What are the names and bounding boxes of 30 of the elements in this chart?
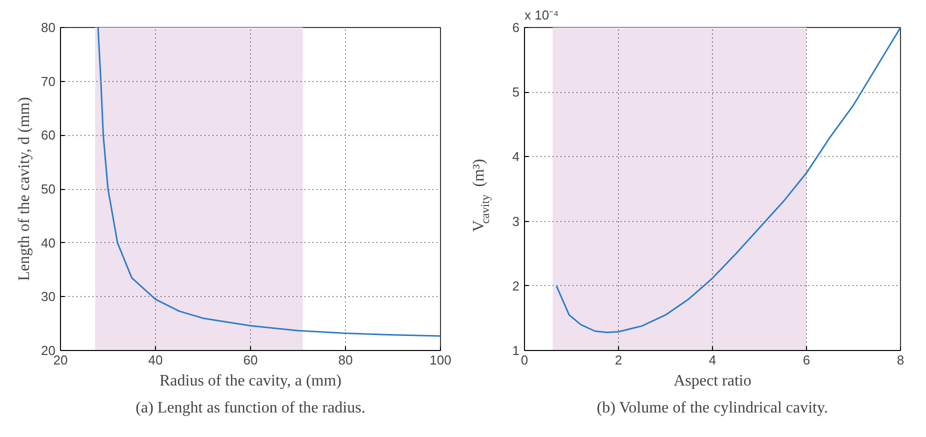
y-tick-label: 3 [512,214,520,229]
y-tick-label: 70 [41,74,56,89]
y-tick-label: 40 [41,235,56,250]
y-tick-label: 4 [512,149,520,164]
x-tick-label: 40 [148,352,163,368]
y-axis-title: Length of the cavity, d (mm) [16,97,34,281]
text: x 10⁻⁴ [524,8,559,22]
x-tick-label: 4 [708,352,716,368]
x-tick-label: 2 [614,352,622,368]
line-series [556,28,900,334]
y-tick-label: 2 [512,278,520,294]
y-axis-title: Vcavity (m³) [470,158,492,232]
x-axis-title: Radius of the cavity, a (mm) [159,372,342,390]
x-tick-label: 80 [338,352,353,368]
x-tick-label: 100 [430,352,452,368]
x-tick-label: 0 [520,352,528,368]
y-tick-label: 50 [41,182,56,196]
y-tick-label: 80 [41,20,56,35]
y-tick-label: 5 [512,84,520,100]
x-tick-label: 8 [896,352,904,368]
text: (a) Lenght as function of the radius. [136,400,366,416]
line-series [97,28,440,337]
y-tick-label: 6 [512,20,520,35]
x-axis-title: Aspect ratio [674,372,752,390]
x-tick-label: 60 [243,352,258,368]
y-tick-label: 30 [41,289,56,304]
y-tick-label: 60 [41,128,56,143]
text: (b) Volume of the cylindrical cavity. [596,400,828,416]
x-tick-label: 6 [802,352,810,368]
y-tick-label: 1 [512,343,520,358]
